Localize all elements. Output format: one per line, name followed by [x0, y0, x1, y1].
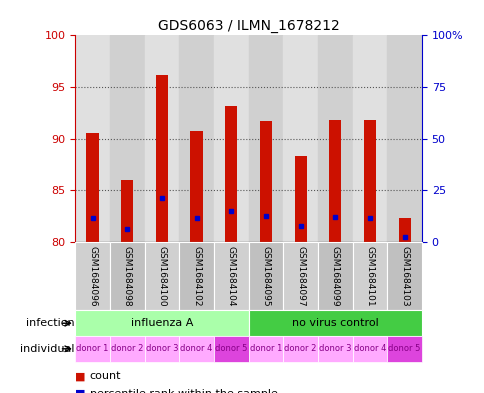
Bar [386, 35, 421, 242]
Bar [317, 35, 352, 242]
Bar [109, 242, 144, 310]
Bar [248, 242, 283, 310]
Bar [398, 218, 410, 242]
Bar [144, 35, 179, 242]
Text: GSM1684101: GSM1684101 [364, 246, 374, 307]
Text: GSM1684096: GSM1684096 [88, 246, 97, 307]
Bar [248, 336, 283, 362]
Text: ■: ■ [75, 389, 86, 393]
Text: ■: ■ [75, 371, 86, 381]
Bar [318, 242, 352, 310]
Bar [329, 120, 341, 242]
Text: count: count [90, 371, 121, 381]
Text: GSM1684097: GSM1684097 [295, 246, 304, 307]
Bar [179, 336, 213, 362]
Bar [386, 242, 421, 310]
Bar [86, 133, 98, 242]
Text: donor 3: donor 3 [145, 344, 178, 353]
Text: donor 5: donor 5 [388, 344, 420, 353]
Text: donor 1: donor 1 [249, 344, 282, 353]
Text: no virus control: no virus control [291, 318, 378, 328]
Bar [283, 336, 318, 362]
Text: infection: infection [26, 318, 75, 328]
Text: donor 3: donor 3 [318, 344, 351, 353]
Text: GSM1684102: GSM1684102 [192, 246, 201, 306]
Text: GSM1684099: GSM1684099 [330, 246, 339, 307]
Text: GSM1684098: GSM1684098 [122, 246, 132, 307]
Text: individual: individual [20, 344, 75, 354]
Bar [109, 35, 144, 242]
Bar [75, 35, 109, 242]
Bar [352, 242, 386, 310]
Text: influenza A: influenza A [130, 318, 193, 328]
Bar [75, 310, 248, 336]
Title: GDS6063 / ILMN_1678212: GDS6063 / ILMN_1678212 [157, 19, 339, 33]
Text: donor 4: donor 4 [180, 344, 212, 353]
Bar [225, 105, 237, 242]
Bar [318, 336, 352, 362]
Bar [144, 242, 179, 310]
Bar [213, 35, 248, 242]
Text: donor 5: donor 5 [214, 344, 247, 353]
Bar [144, 336, 179, 362]
Bar [179, 242, 213, 310]
Text: GSM1684104: GSM1684104 [226, 246, 235, 306]
Text: donor 2: donor 2 [284, 344, 316, 353]
Bar [283, 35, 317, 242]
Bar [75, 242, 109, 310]
Bar [259, 121, 272, 242]
Bar [352, 336, 386, 362]
Text: GSM1684100: GSM1684100 [157, 246, 166, 307]
Bar [121, 180, 133, 242]
Bar [248, 310, 421, 336]
Text: GSM1684095: GSM1684095 [261, 246, 270, 307]
Text: donor 1: donor 1 [76, 344, 108, 353]
Bar [179, 35, 213, 242]
Bar [155, 75, 167, 242]
Bar [75, 336, 109, 362]
Bar [213, 242, 248, 310]
Bar [386, 336, 421, 362]
Bar [213, 336, 248, 362]
Text: GSM1684103: GSM1684103 [399, 246, 408, 307]
Text: percentile rank within the sample: percentile rank within the sample [90, 389, 277, 393]
Bar [248, 35, 283, 242]
Bar [294, 156, 306, 242]
Text: donor 4: donor 4 [353, 344, 385, 353]
Bar [352, 35, 386, 242]
Text: donor 2: donor 2 [111, 344, 143, 353]
Bar [283, 242, 318, 310]
Bar [363, 120, 375, 242]
Bar [109, 336, 144, 362]
Bar [190, 131, 202, 242]
